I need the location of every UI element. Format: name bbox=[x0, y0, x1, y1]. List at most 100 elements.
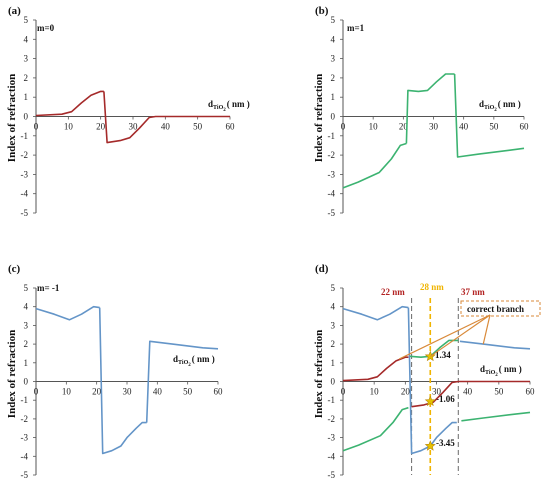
y-axis-label-b: Index of refraction bbox=[313, 74, 325, 162]
y-tick-label: 4 bbox=[24, 34, 29, 44]
series-line-m1-seg1 bbox=[98, 307, 147, 455]
series-line-m1-seg0 bbox=[342, 305, 409, 321]
series-line-m1-seg1 bbox=[407, 307, 457, 455]
x-tick-label: 60 bbox=[214, 387, 224, 397]
x-tick-label: 0 bbox=[34, 387, 39, 397]
y-tick-label: -1 bbox=[328, 395, 336, 405]
x-tick-label: 0 bbox=[341, 387, 346, 397]
x-axis-label-d: dTiO2( nm ) bbox=[480, 364, 522, 378]
panel-b: m=1 Index of refraction dTiO2( nm ) 5 4 3 2… bbox=[313, 15, 529, 218]
y-tick-label: 5 bbox=[24, 15, 29, 25]
x-tick-label: 60 bbox=[526, 387, 536, 397]
x-axis-label-b: dTiO2( nm ) bbox=[479, 99, 521, 113]
x-tick-label: 10 bbox=[62, 387, 72, 397]
x-tick-label: 50 bbox=[193, 122, 203, 132]
y-tick-label: -5 bbox=[328, 470, 336, 480]
data-marker-1 bbox=[424, 395, 436, 407]
y-tick-label: 1 bbox=[24, 358, 29, 368]
data-marker-2 bbox=[424, 440, 436, 451]
y-tick-label: 5 bbox=[24, 283, 29, 293]
y-tick-label: 0 bbox=[24, 377, 29, 387]
y-tick-label: -2 bbox=[21, 414, 29, 424]
callout-arrow-0 bbox=[398, 314, 491, 360]
y-tick-label: 4 bbox=[24, 302, 29, 312]
callout-arrow-1 bbox=[429, 314, 491, 357]
y-tick-label: -3 bbox=[21, 433, 29, 443]
x-tick-label: 30 bbox=[129, 122, 139, 132]
x-tick-label: 20 bbox=[96, 122, 106, 132]
x-tick-label: 10 bbox=[64, 122, 74, 132]
y-tick-label: -1 bbox=[21, 395, 29, 405]
correct-branch-label: correct branch bbox=[467, 304, 524, 314]
y-tick-label: -4 bbox=[328, 189, 336, 199]
y-tick-label: 2 bbox=[331, 73, 336, 83]
y-tick-label: -4 bbox=[328, 451, 336, 461]
x-tick-label: 30 bbox=[123, 387, 133, 397]
series-line-m1-seg0 bbox=[35, 305, 100, 321]
series-line-m0-seg0 bbox=[35, 90, 104, 117]
y-axis-label-c: Index of refraction bbox=[6, 330, 18, 418]
m-label-c: m= -1 bbox=[37, 283, 60, 293]
correct-branch-box bbox=[460, 300, 541, 317]
series-line-m1-seg1 bbox=[405, 73, 455, 144]
x-tick-label: 50 bbox=[183, 387, 193, 397]
series-line-m1-seg2 bbox=[459, 340, 531, 350]
series-line-m1-seg2 bbox=[145, 340, 219, 423]
y-tick-label: -5 bbox=[21, 208, 29, 218]
y-tick-label: 3 bbox=[331, 54, 336, 64]
y-tick-label: 5 bbox=[331, 15, 336, 25]
series-line-m0-seg0 bbox=[342, 356, 409, 382]
vline-label-22: 22 nm bbox=[381, 287, 405, 297]
y-tick-label: 4 bbox=[331, 302, 336, 312]
x-tick-label: 50 bbox=[494, 387, 504, 397]
y-tick-label: 3 bbox=[24, 320, 29, 330]
x-tick-label: 60 bbox=[226, 122, 236, 132]
series-line-m0-seg1 bbox=[411, 380, 530, 408]
y-tick-label: -3 bbox=[328, 169, 336, 179]
y-tick-label: -4 bbox=[21, 451, 29, 461]
y-tick-label: 3 bbox=[331, 320, 336, 330]
panel-label-b: (b) bbox=[315, 5, 329, 17]
y-tick-label: -2 bbox=[21, 150, 29, 160]
y-tick-label: -3 bbox=[328, 433, 336, 443]
series-line-m0-seg1 bbox=[103, 91, 230, 144]
x-axis-label-a: dTiO2( nm ) bbox=[208, 99, 250, 113]
vline-label-28: 28 nm bbox=[420, 282, 444, 292]
panel-d: Index of refraction dTiO2( nm ) 22 nm 28… bbox=[313, 282, 541, 480]
callout-arrow-2 bbox=[482, 314, 491, 345]
y-tick-label: 2 bbox=[331, 339, 336, 349]
x-tick-label: 20 bbox=[401, 387, 411, 397]
x-tick-label: 40 bbox=[161, 122, 171, 132]
value-label-345: -3.45 bbox=[436, 438, 455, 448]
panel-a: m=0 Index of refraction dTiO2( nm ) 5 4 3 2… bbox=[6, 15, 250, 218]
x-tick-label: 40 bbox=[153, 387, 163, 397]
y-tick-label: -1 bbox=[328, 131, 336, 141]
panel-label-c: (c) bbox=[8, 263, 21, 275]
series-line-m1-seg0 bbox=[342, 142, 407, 189]
x-tick-label: 0 bbox=[34, 122, 39, 132]
y-tick-label: -2 bbox=[328, 414, 336, 424]
x-tick-label: 20 bbox=[399, 122, 409, 132]
x-tick-label: 60 bbox=[520, 122, 530, 132]
x-tick-label: 10 bbox=[369, 122, 379, 132]
x-axis-label-c: dTiO2( nm ) bbox=[173, 354, 215, 368]
x-tick-label: 30 bbox=[429, 122, 439, 132]
y-tick-label: 4 bbox=[331, 34, 336, 44]
value-label-134: 1.34 bbox=[435, 350, 451, 360]
panel-label-d: (d) bbox=[315, 263, 329, 275]
series-line-m1-seg2 bbox=[461, 411, 531, 422]
panel-label-a: (a) bbox=[8, 5, 21, 17]
y-tick-label: -3 bbox=[21, 169, 29, 179]
y-tick-label: -4 bbox=[21, 189, 29, 199]
m-label-a: m=0 bbox=[37, 23, 55, 33]
y-axis-label-d: Index of refraction bbox=[313, 330, 325, 418]
panel-c: m= -1 Index of refraction dTiO2( nm ) 5 4… bbox=[6, 283, 223, 480]
y-tick-label: 2 bbox=[24, 73, 29, 83]
y-tick-label: 2 bbox=[24, 339, 29, 349]
y-tick-label: -2 bbox=[328, 150, 336, 160]
series-line-m1-seg1 bbox=[409, 339, 459, 358]
